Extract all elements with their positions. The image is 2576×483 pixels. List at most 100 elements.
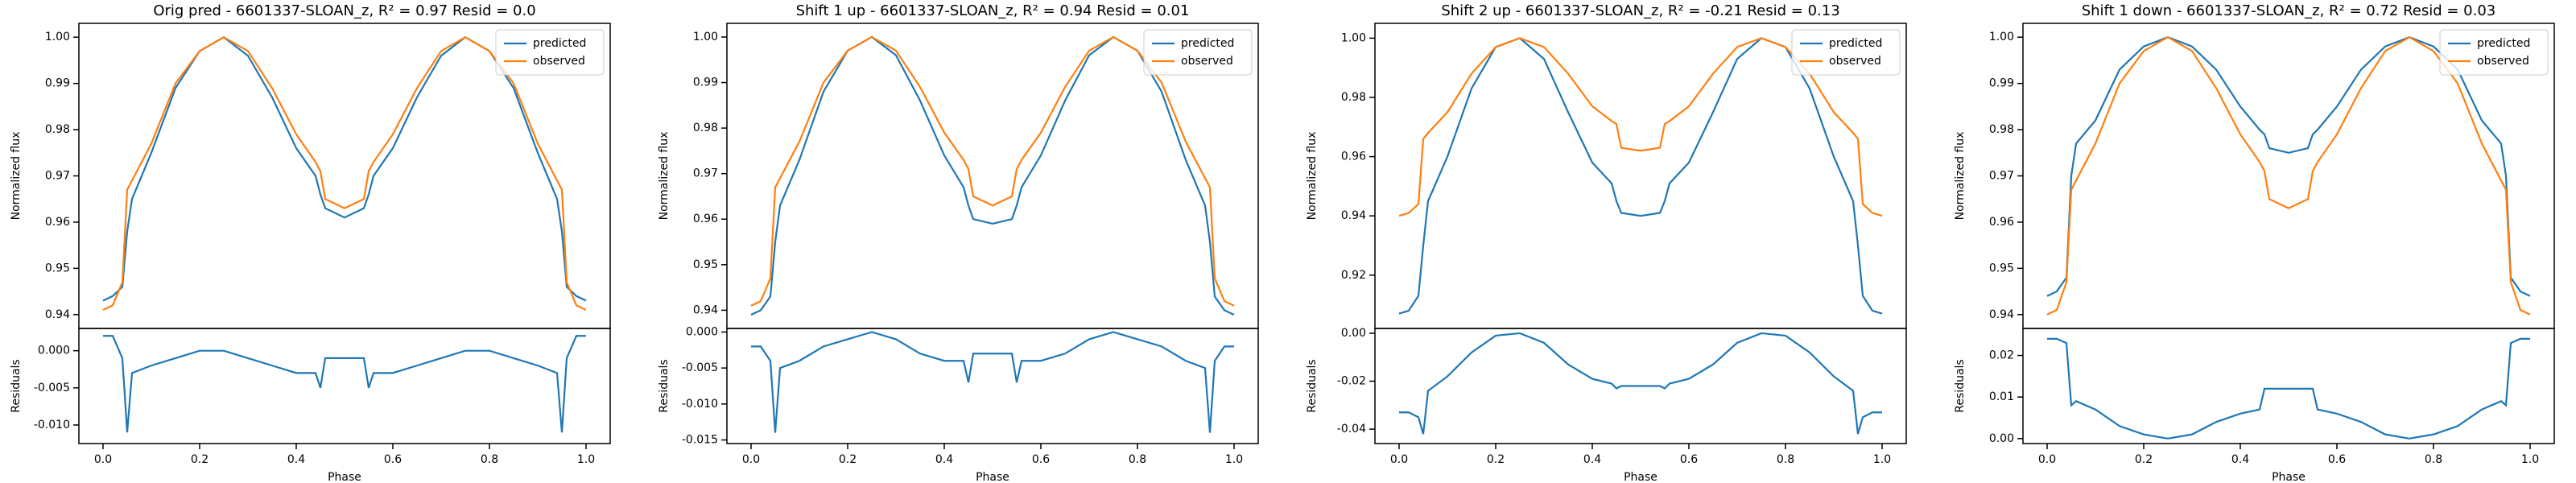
legend-label: observed: [2477, 55, 2529, 68]
y-tick-label: 1.00: [693, 31, 718, 43]
series-line: [102, 35, 587, 312]
x-tick-label: 0.6: [1032, 453, 1050, 466]
y-tick-label: -0.010: [682, 398, 718, 411]
x-tick-label: 0.2: [1487, 453, 1505, 466]
x-tick-label: 0.2: [191, 453, 208, 466]
x-axis-label: Phase: [328, 471, 361, 483]
x-tick-label: 0.0: [94, 453, 112, 466]
y-tick-label: 0.01: [1989, 390, 2014, 403]
x-tick-label: 0.4: [2231, 453, 2249, 466]
y-axis-label: Normalized flux: [1306, 132, 1319, 221]
y-tick-label: 0.98: [693, 122, 718, 134]
y-axis-label: Residuals: [1306, 359, 1319, 412]
y-tick-label: 0.97: [1989, 170, 2014, 183]
y-tick-label: 1.00: [1989, 31, 2014, 43]
x-tick-label: 1.0: [1225, 453, 1243, 466]
x-tick-label: 1.0: [2521, 453, 2539, 466]
y-tick-label: 0.99: [1989, 77, 2014, 90]
x-axis-label: Phase: [2272, 471, 2306, 483]
y-tick-label: 0.94: [1989, 308, 2014, 321]
x-tick-label: 0.0: [1390, 453, 1408, 466]
legend-label: predicted: [2477, 37, 2530, 50]
legend-label: observed: [1829, 55, 1881, 68]
legend-label: predicted: [1181, 37, 1234, 50]
axes-frame: [2022, 328, 2555, 444]
series-line: [750, 35, 1235, 316]
y-tick-label: 0.97: [45, 170, 70, 183]
x-tick-label: 0.0: [742, 453, 760, 466]
y-axis-label: Residuals: [10, 359, 23, 412]
y-tick-label: -0.02: [1337, 375, 1366, 388]
y-tick-label: 0.99: [45, 77, 70, 90]
y-tick-label: 0.94: [693, 303, 718, 316]
y-tick-label: 0.96: [693, 213, 718, 225]
axes-frame: [726, 328, 1259, 444]
x-tick-label: 0.6: [1680, 453, 1698, 466]
y-tick-label: 0.95: [693, 258, 718, 271]
series-line: [751, 331, 1234, 433]
x-tick-label: 0.4: [1583, 453, 1601, 466]
y-tick-label: 0.99: [693, 76, 718, 89]
y-tick-label: 0.98: [45, 123, 70, 136]
legend-label: predicted: [1829, 37, 1882, 50]
legend-label: predicted: [533, 37, 586, 50]
legend-box: [1143, 29, 1253, 76]
y-tick-label: 0.96: [1341, 151, 1366, 163]
y-tick-label: 0.92: [1341, 269, 1366, 282]
legend-box: [495, 29, 605, 76]
y-tick-label: 0.02: [1989, 349, 2014, 362]
chart-title: Shift 1 up - 6601337-SLOAN_z, R² = 0.94 …: [796, 2, 1190, 19]
y-tick-label: 1.00: [1341, 31, 1366, 44]
y-tick-label: -0.010: [34, 419, 70, 431]
y-axis-label: Normalized flux: [10, 132, 23, 221]
x-tick-label: 0.2: [839, 453, 857, 466]
x-tick-label: 0.4: [935, 453, 953, 466]
axes-frame: [1374, 328, 1907, 444]
y-tick-label: 0.000: [38, 345, 70, 357]
y-tick-label: -0.04: [1337, 423, 1366, 436]
series-line: [2046, 35, 2531, 316]
series-line: [1398, 37, 1883, 315]
series-line: [102, 35, 587, 302]
y-tick-label: 0.000: [686, 325, 718, 338]
x-tick-label: 0.2: [2135, 453, 2153, 466]
x-axis-label: Phase: [1624, 471, 1657, 483]
y-axis-label: Normalized flux: [658, 132, 671, 221]
series-line: [1398, 37, 1883, 217]
y-tick-label: 0.98: [1989, 123, 2014, 136]
series-line: [1399, 332, 1882, 435]
y-tick-label: -0.005: [34, 382, 70, 394]
x-tick-label: 0.6: [384, 453, 402, 466]
legend-label: observed: [1181, 55, 1233, 68]
x-axis-label: Phase: [976, 471, 1009, 483]
y-tick-label: 0.96: [1989, 216, 2014, 229]
chart-title: Shift 2 up - 6601337-SLOAN_z, R² = -0.21…: [1441, 2, 1839, 19]
y-axis-label: Residuals: [1954, 359, 1967, 412]
x-tick-label: 0.8: [1129, 453, 1146, 466]
series-line: [750, 35, 1235, 307]
series-line: [103, 335, 586, 433]
x-tick-label: 0.6: [2328, 453, 2346, 466]
series-line: [2047, 337, 2530, 440]
x-tick-label: 1.0: [1873, 453, 1891, 466]
x-tick-label: 0.8: [1777, 453, 1794, 466]
axes-frame: [78, 328, 611, 444]
series-line: [2046, 36, 2531, 297]
x-tick-label: 0.8: [2425, 453, 2442, 466]
x-tick-label: 1.0: [577, 453, 595, 466]
x-tick-label: 0.4: [287, 453, 305, 466]
y-axis-label: Normalized flux: [1954, 132, 1967, 221]
y-tick-label: 0.94: [1341, 209, 1366, 222]
y-tick-label: 0.00: [1989, 432, 2014, 445]
y-tick-label: 0.00: [1341, 327, 1366, 340]
chart-title: Shift 1 down - 6601337-SLOAN_z, R² = 0.7…: [2082, 2, 2496, 19]
legend-box: [2439, 29, 2549, 76]
y-tick-label: 0.96: [45, 216, 70, 229]
x-tick-label: 0.0: [2038, 453, 2056, 466]
y-tick-label: -0.015: [682, 434, 718, 447]
y-tick-label: 0.95: [45, 262, 70, 275]
y-axis-label: Residuals: [658, 359, 671, 412]
legend-label: observed: [533, 55, 585, 68]
